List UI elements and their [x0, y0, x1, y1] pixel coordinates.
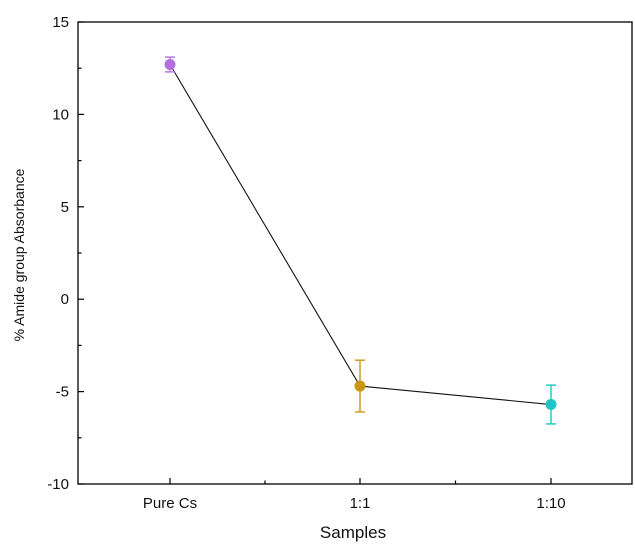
x-axis: Pure Cs 1:1 1:10: [143, 478, 566, 512]
y-tick-label: 0: [61, 291, 69, 308]
y-tick-label: -5: [56, 384, 69, 401]
x-tick-label: 1:10: [536, 495, 565, 512]
series-line: [169, 64, 552, 406]
y-tick-label: 5: [61, 199, 69, 216]
plot-area-frame: [77, 21, 633, 485]
data-point-3: [545, 384, 557, 425]
y-axis-title: % Amide group Absorbance: [11, 168, 27, 341]
x-tick-label: Pure Cs: [143, 495, 197, 512]
y-tick-label: 15: [52, 14, 69, 31]
data-marker: [354, 380, 366, 392]
plot-frame: [77, 21, 633, 485]
data-point-2: [354, 359, 366, 413]
y-tick-label: -10: [47, 476, 69, 493]
x-axis-title: Samples: [320, 523, 386, 542]
x-tick-label: 1:1: [350, 495, 371, 512]
y-axis: -10 -5 0 5 10 15: [47, 14, 84, 493]
data-marker: [164, 59, 176, 71]
data-marker: [545, 399, 557, 411]
data-point-1: [164, 56, 176, 73]
data-series: [164, 56, 557, 425]
y-tick-label: 10: [52, 106, 69, 123]
